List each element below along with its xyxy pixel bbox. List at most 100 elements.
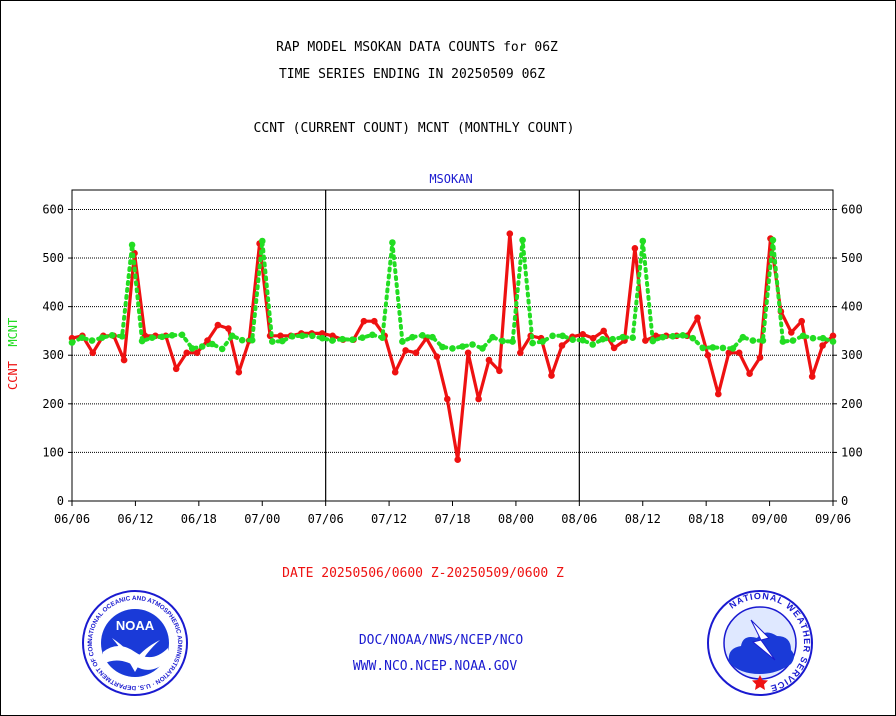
y-tick-label-right: 300 (841, 348, 863, 362)
ccnt-point (444, 395, 451, 403)
ccnt-point (589, 334, 597, 342)
x-tick-label: 08/12 (625, 512, 661, 526)
x-tick-label: 07/12 (371, 512, 407, 526)
ccnt-point (204, 337, 211, 344)
y-tick-label-left: 500 (42, 251, 64, 265)
y-tick-label-right: 100 (841, 445, 863, 459)
mcnt-point (759, 337, 767, 344)
ccnt-point (756, 354, 764, 361)
mcnt-point (148, 334, 156, 342)
ccnt-point (631, 245, 639, 252)
ccnt-point (704, 351, 712, 359)
ccnt-point (496, 367, 503, 375)
mcnt-point (118, 333, 126, 340)
ccnt-point (808, 373, 816, 380)
mcnt-point (599, 335, 606, 343)
mcnt-point (238, 336, 246, 344)
mcnt-point (339, 335, 346, 343)
x-tick-label: 07/00 (244, 512, 280, 526)
mcnt-point (419, 332, 426, 339)
ccnt-point (120, 356, 128, 364)
ccnt-point (318, 330, 326, 337)
mcnt-point (269, 338, 276, 345)
mcnt-point (769, 236, 777, 244)
mcnt-point (158, 333, 166, 341)
subtitle: CCNT (CURRENT COUNT) MCNT (MONTHLY COUNT… (253, 121, 575, 136)
ccnt-point (819, 342, 826, 349)
x-tick-label: 06/18 (181, 512, 217, 526)
ccnt-point (89, 349, 97, 357)
x-tick-label: 09/06 (815, 512, 851, 526)
mcnt-point (138, 337, 146, 345)
mcnt-point (589, 341, 596, 348)
mcnt-point (299, 332, 306, 340)
mcnt-point (479, 345, 486, 352)
y-tick-label-left: 600 (42, 202, 64, 216)
ccnt-point (798, 317, 805, 325)
x-tick-label: 08/18 (688, 512, 724, 526)
ccnt-point (277, 332, 284, 340)
mcnt-point (449, 345, 456, 352)
mcnt-point (539, 338, 546, 345)
ccnt-point (642, 337, 649, 344)
ccnt-point (360, 317, 368, 325)
mcnt-point (719, 344, 727, 352)
mcnt-point (609, 335, 616, 343)
mcnt-point (98, 334, 106, 342)
y-tick-label-left: 100 (42, 445, 64, 459)
url-line: WWW.NCO.NCEP.NOAA.GOV (352, 659, 518, 674)
noaa-logo-text: NOAA (116, 618, 155, 633)
mcnt-point (639, 237, 647, 245)
ccnt-point (725, 349, 733, 357)
mcnt-point (659, 333, 667, 341)
x-tick-label: 06/06 (54, 512, 90, 526)
y-tick-label-left: 200 (42, 397, 64, 411)
mcnt-point (409, 333, 416, 341)
mcnt-point (399, 338, 406, 345)
mcnt-point (819, 334, 827, 342)
mcnt-point (629, 334, 636, 342)
chart-title: MSOKAN (429, 172, 473, 186)
ccnt-point (433, 353, 441, 361)
nws-logo: NATIONAL WEATHER SERVICE (707, 590, 813, 696)
ccnt-point (402, 347, 409, 354)
ccnt-point (788, 329, 795, 336)
x-tick-label: 07/18 (434, 512, 470, 526)
ccnt-point (214, 321, 222, 329)
ccnt-point (391, 368, 399, 376)
mcnt-point (619, 333, 626, 341)
y-tick-label-right: 600 (841, 202, 863, 216)
mcnt-point (519, 236, 526, 244)
mcnt-point (729, 345, 737, 352)
ccnt-point (735, 349, 743, 357)
ccnt-point (579, 331, 587, 338)
mcnt-point (379, 334, 386, 342)
mcnt-point (679, 332, 687, 339)
ccnt-point (548, 372, 555, 379)
mcnt-point (248, 336, 256, 344)
ccnt-point (329, 332, 336, 340)
title-line-2: TIME SERIES ENDING IN 20250509 06Z (278, 67, 546, 82)
ccnt-point (485, 356, 493, 364)
mcnt-point (739, 333, 747, 341)
mcnt-point (279, 337, 286, 345)
date-range: DATE 20250506/0600 Z-20250509/0600 Z (282, 566, 564, 581)
x-tick-label: 07/06 (308, 512, 344, 526)
mcnt-series-line (70, 238, 835, 351)
ccnt-point (193, 349, 201, 357)
mcnt-point (699, 344, 707, 352)
mcnt-point (439, 343, 446, 351)
ccnt-point (600, 327, 607, 335)
ccnt-point (225, 325, 232, 332)
mcnt-point (198, 343, 206, 350)
mcnt-point (389, 239, 396, 246)
ccnt-point (235, 368, 243, 376)
mcnt-point (369, 331, 376, 339)
mcnt-point (78, 334, 86, 342)
x-tick-label: 08/06 (561, 512, 597, 526)
mcnt-point (579, 336, 586, 344)
mcnt-point (349, 336, 356, 344)
ccnt-point (183, 349, 190, 357)
mcnt-point (329, 337, 336, 344)
